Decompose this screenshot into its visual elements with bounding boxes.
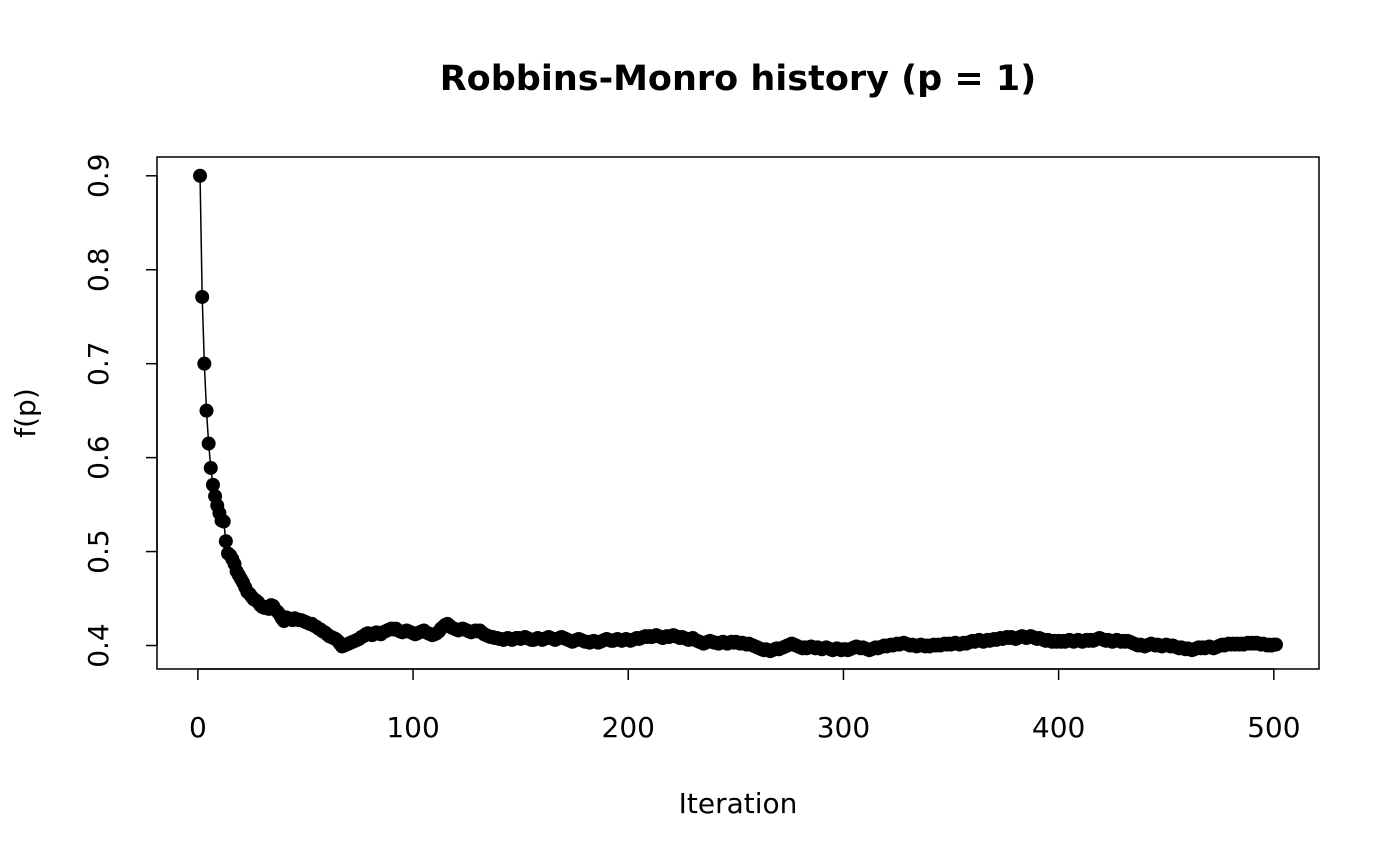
x-tick-label: 100 (386, 711, 439, 744)
data-point (195, 289, 210, 304)
data-point (203, 460, 218, 475)
data-point (205, 477, 220, 492)
y-tick-label: 0.8 (82, 247, 115, 292)
data-point (201, 436, 216, 451)
chart-title: Robbins-Monro history (p = 1) (440, 59, 1037, 99)
y-axis-label: f(p) (9, 388, 42, 437)
data-point (193, 168, 208, 183)
x-tick-label: 0 (189, 711, 207, 744)
y-tick-label: 0.5 (82, 529, 115, 574)
data-point (199, 403, 214, 418)
x-axis-label: Iteration (679, 787, 798, 820)
data-point (197, 356, 212, 371)
data-point (218, 534, 233, 549)
y-tick-label: 0.4 (82, 623, 115, 668)
y-tick-label: 0.6 (82, 435, 115, 480)
x-tick-label: 400 (1032, 711, 1085, 744)
data-point (216, 514, 231, 529)
x-tick-label: 300 (817, 711, 870, 744)
y-tick-label: 0.9 (82, 154, 115, 199)
data-point (1268, 637, 1283, 652)
y-tick-label: 0.7 (82, 341, 115, 386)
x-tick-label: 500 (1247, 711, 1300, 744)
x-tick-label: 200 (602, 711, 655, 744)
